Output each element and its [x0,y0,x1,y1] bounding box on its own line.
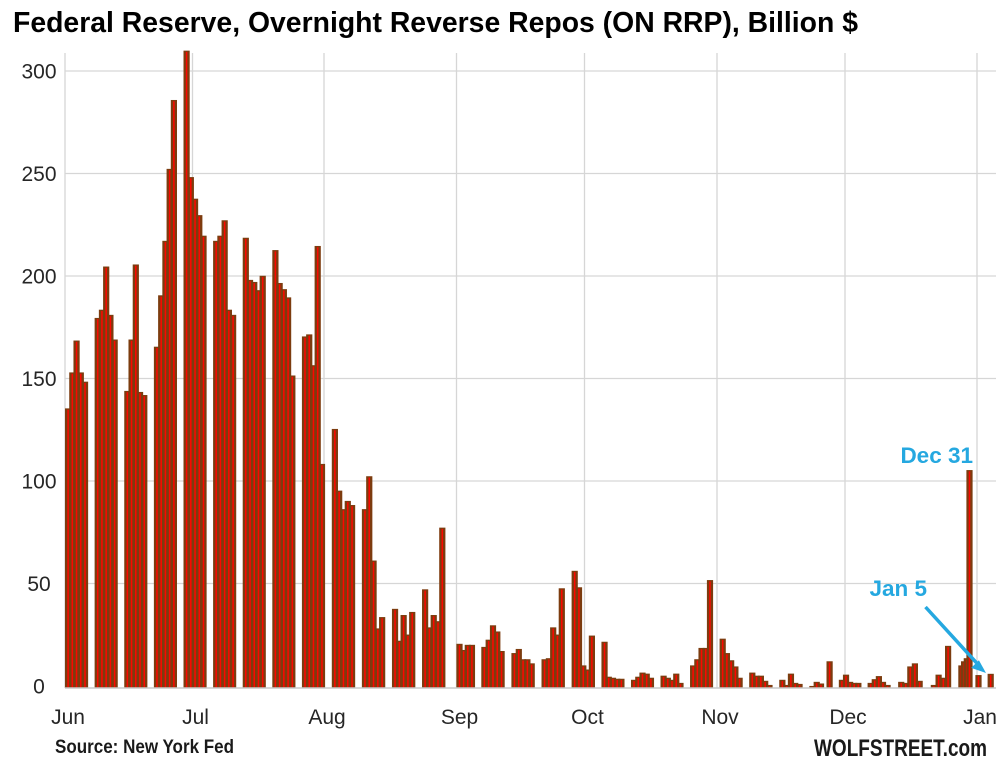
svg-text:Federal Reserve, Overnight Rev: Federal Reserve, Overnight Reverse Repos… [13,7,858,39]
svg-text:Jun: Jun [51,706,85,729]
svg-text:Dec: Dec [829,706,866,729]
svg-text:Jan 5: Jan 5 [869,576,927,601]
svg-text:250: 250 [21,163,56,186]
svg-text:WOLFSTREET.com: WOLFSTREET.com [814,735,987,762]
svg-text:100: 100 [21,470,56,493]
svg-text:0: 0 [33,675,45,698]
svg-text:Source: New York Fed: Source: New York Fed [55,736,234,758]
svg-text:300: 300 [21,60,56,83]
svg-text:Jan: Jan [963,706,996,729]
svg-text:50: 50 [27,573,50,596]
svg-text:Aug: Aug [308,706,345,729]
svg-text:Sep: Sep [441,706,478,729]
svg-text:Dec 31: Dec 31 [900,443,973,468]
svg-text:Nov: Nov [701,706,739,729]
svg-text:Oct: Oct [571,706,604,729]
svg-text:200: 200 [21,265,56,288]
svg-text:150: 150 [21,368,56,391]
svg-text:Jul: Jul [182,706,209,729]
